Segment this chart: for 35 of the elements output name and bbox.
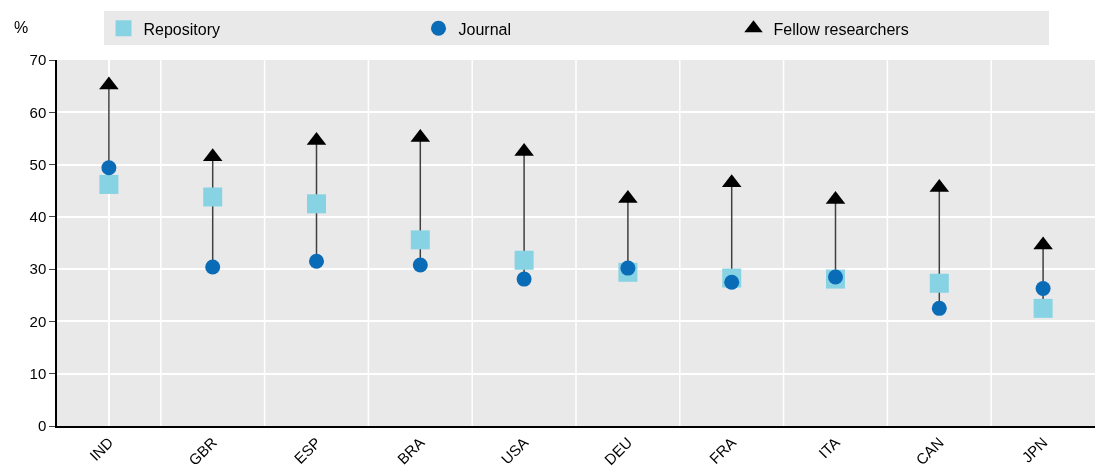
y-tick-label: 40 (29, 208, 47, 226)
y-tick-label: 50 (29, 155, 47, 173)
point (203, 187, 223, 207)
x-tick-label: ITA (815, 433, 843, 462)
point (99, 76, 119, 90)
x-tick-label: FRA (705, 433, 740, 467)
legend-label: Repository (143, 20, 220, 38)
y-tick-label: 70 (29, 51, 47, 69)
x-tick-label: IND (86, 433, 117, 464)
y-tick-label: 0 (37, 417, 47, 435)
point (101, 160, 117, 176)
y-tick-label: 10 (29, 364, 47, 382)
point (412, 257, 428, 273)
y-tick-label: 20 (29, 312, 47, 330)
point (307, 194, 326, 214)
point (929, 273, 949, 293)
x-tick-label: USA (497, 433, 532, 468)
y-tick-label: 60 (29, 103, 47, 121)
point (99, 174, 119, 194)
point (514, 250, 534, 270)
point (205, 259, 221, 275)
y-axis-title: % (14, 19, 29, 36)
legend-label: Fellow researchers (773, 20, 909, 38)
point (1033, 236, 1053, 250)
y-tick-label: 30 (29, 260, 47, 278)
point (724, 274, 740, 290)
point (1033, 298, 1053, 318)
point (620, 260, 636, 276)
point (931, 300, 947, 316)
point (828, 269, 843, 285)
point (410, 230, 430, 250)
point (516, 271, 532, 287)
point (1035, 280, 1051, 296)
legend-label: Journal (458, 20, 511, 38)
point (309, 253, 324, 269)
